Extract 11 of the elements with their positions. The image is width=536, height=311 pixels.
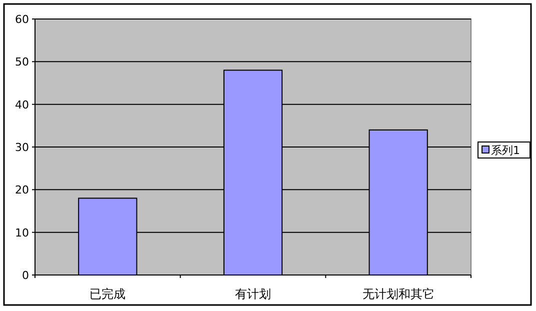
y-tick-label: 10 — [15, 226, 29, 240]
x-tick-label: 已完成 — [90, 287, 126, 301]
y-tick-label: 50 — [15, 56, 29, 69]
y-tick-label: 30 — [15, 141, 29, 154]
y-tick-label: 0 — [22, 269, 29, 282]
y-tick-label: 40 — [15, 98, 29, 112]
legend-label: 系列1 — [491, 144, 520, 157]
x-tick-label: 有计划 — [235, 287, 271, 301]
y-tick-label: 20 — [15, 184, 29, 197]
y-tick-label: 60 — [15, 13, 29, 26]
x-tick-label: 无计划和其它 — [362, 287, 434, 301]
